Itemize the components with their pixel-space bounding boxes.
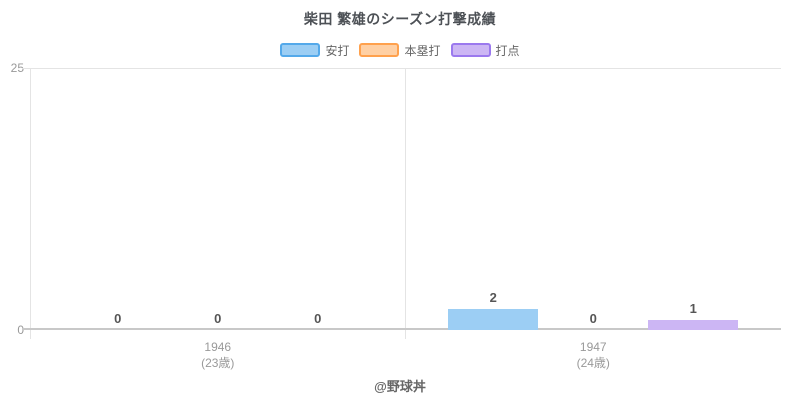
x-category-year: 1947: [579, 340, 607, 354]
bars-layer: 0 0 0 2 0 1: [30, 68, 781, 330]
x-axis-line: [22, 328, 781, 330]
legend-label: 打点: [495, 43, 520, 58]
gridline-x-mid: [405, 68, 406, 339]
x-category-age: (23歳): [201, 356, 235, 370]
legend-item[interactable]: 安打: [280, 42, 349, 59]
gridline-y25: [22, 68, 781, 69]
bar-value-label: 2: [489, 290, 497, 305]
gridline-x-left: [30, 68, 31, 339]
x-category-label: 1947 (24歳): [533, 339, 653, 371]
x-category-year: 1946: [204, 340, 232, 354]
chart-title: 柴田 繁雄のシーズン打撃成績: [303, 11, 497, 27]
x-category-age: (24歳): [576, 356, 610, 370]
legend-item[interactable]: 打点: [450, 42, 520, 59]
footer-credit: @野球丼: [374, 379, 426, 394]
bar: [448, 309, 539, 330]
legend-label: 安打: [325, 43, 350, 58]
bar-value-label: 0: [589, 311, 597, 326]
y-axis-tick-0: 0: [17, 323, 24, 337]
plot-area: 0 0 0 2 0 1: [22, 68, 781, 339]
bar-value-label: 0: [314, 311, 322, 326]
legend-swatch: [280, 43, 321, 57]
x-category-label: 1946 (23歳): [158, 339, 278, 371]
legend-swatch: [359, 43, 400, 57]
legend-swatch: [450, 43, 491, 57]
bar-value-label: 1: [689, 301, 697, 316]
legend-item[interactable]: 本塁打: [359, 42, 441, 59]
x-axis-labels: 1946 (23歳) 1947 (24歳): [30, 339, 781, 373]
y-axis-tick-25: 25: [10, 61, 24, 75]
bar-value-label: 0: [114, 311, 122, 326]
chart-legend: 安打 本塁打 打点: [0, 42, 800, 58]
bar: [648, 320, 739, 330]
legend-label: 本塁打: [404, 43, 441, 58]
bar-value-label: 0: [214, 311, 222, 326]
